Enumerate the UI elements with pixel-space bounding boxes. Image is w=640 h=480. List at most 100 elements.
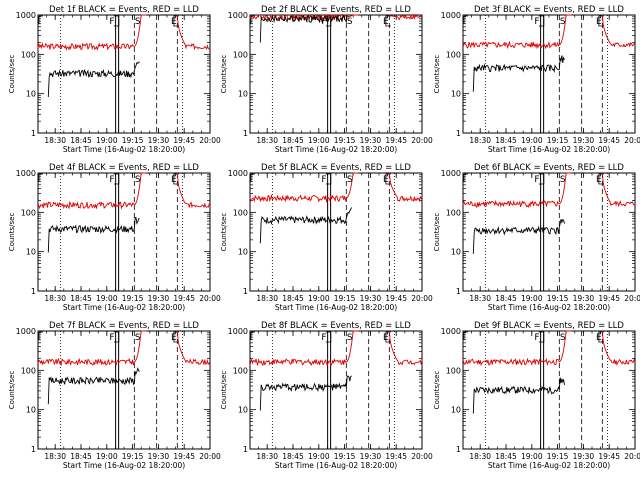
marker-letter: E — [596, 333, 602, 343]
x-tick-label: 20:00 — [411, 452, 433, 461]
marker-letter: F — [109, 17, 114, 27]
marker-letter: E — [596, 17, 602, 27]
black-events-series — [472, 55, 565, 92]
chart-title: Det 1f BLACK = Events, RED = LLD — [49, 5, 199, 15]
y-tick-label: 1000 — [441, 327, 461, 336]
red-lld-series — [388, 330, 423, 366]
bracket-marker — [250, 331, 255, 340]
x-tick-label: 18:45 — [495, 136, 517, 145]
y-axis-label: Counts/sec — [220, 55, 228, 94]
y-tick-label: 1 — [456, 287, 461, 296]
bracket-marker — [173, 331, 179, 343]
y-tick-label: 10 — [238, 406, 248, 415]
red-lld-series — [37, 172, 147, 210]
y-tick-label: 1 — [456, 129, 461, 138]
bracket-marker — [598, 15, 604, 27]
y-tick-label: 10 — [238, 248, 248, 257]
bracket-marker — [113, 173, 120, 185]
x-tick-label: 19:15 — [122, 452, 144, 461]
y-tick-label: 10 — [26, 90, 36, 99]
marker-letter: S — [135, 333, 141, 343]
y-tick-label: 1 — [31, 287, 36, 296]
x-tick-label: 18:30 — [469, 452, 491, 461]
y-tick-label: 100 — [21, 208, 36, 217]
bracket-marker — [38, 173, 43, 182]
x-tick-label: 18:45 — [282, 294, 304, 303]
red-lld-series — [37, 330, 147, 367]
y-tick-label: 100 — [446, 208, 461, 217]
chart-panel: Det 4f BLACK = Events, RED = LLD 1 10 100 10… — [8, 163, 221, 312]
red-lld-series — [462, 330, 572, 367]
black-events-series — [47, 216, 140, 253]
plot-frame — [37, 172, 211, 292]
x-tick-label: 20:00 — [624, 294, 640, 303]
bracket-marker — [173, 173, 179, 185]
marker-letter: E — [171, 175, 177, 185]
x-tick-label: 19:45 — [385, 294, 407, 303]
plot-frame — [462, 14, 636, 134]
x-tick-label: 19:00 — [308, 294, 330, 303]
x-tick-label: 19:00 — [521, 452, 543, 461]
red-lld-series — [249, 13, 359, 22]
y-tick-label: 1000 — [16, 169, 36, 178]
x-tick-label: 19:00 — [308, 452, 330, 461]
y-axis-label: Counts/sec — [433, 213, 441, 252]
x-tick-label: 19:15 — [122, 294, 144, 303]
bracket-marker — [538, 173, 545, 185]
marker-letter: F — [534, 175, 539, 185]
x-tick-label: 18:30 — [44, 452, 66, 461]
x-tick-label: 19:30 — [573, 452, 595, 461]
x-tick-label: 19:15 — [547, 452, 569, 461]
x-tick-label: 18:45 — [70, 294, 92, 303]
x-tick-label: 19:30 — [148, 452, 170, 461]
y-tick-label: 100 — [21, 50, 36, 59]
y-axis-label: Counts/sec — [220, 371, 228, 410]
black-events-series — [472, 377, 565, 414]
bracket-marker — [38, 331, 43, 340]
y-tick-label: 10 — [451, 248, 461, 257]
bracket-marker — [113, 331, 120, 343]
plot-frame — [249, 14, 423, 134]
chart-panel: Det 7f BLACK = Events, RED = LLD 1 10 100 10… — [8, 321, 221, 470]
y-axis-label: Counts/sec — [220, 213, 228, 252]
x-tick-label: 19:45 — [598, 452, 620, 461]
red-lld-series — [37, 14, 147, 51]
marker-letter: F — [109, 175, 114, 185]
chart-title: Det 5f BLACK = Events, RED = LLD — [261, 163, 411, 173]
red-lld-series — [388, 172, 423, 203]
x-tick-label: 19:45 — [385, 452, 407, 461]
red-lld-series — [176, 330, 211, 365]
x-tick-label: 20:00 — [199, 452, 221, 461]
y-tick-label: 10 — [238, 90, 248, 99]
red-lld-series — [249, 330, 359, 367]
y-tick-label: 1 — [243, 287, 248, 296]
marker-letter: F — [321, 333, 326, 343]
x-tick-label: 18:30 — [256, 452, 278, 461]
marker-letter: S — [560, 17, 566, 27]
x-tick-label: 19:00 — [96, 294, 118, 303]
y-tick-label: 100 — [446, 366, 461, 375]
marker-letter: E — [383, 175, 389, 185]
chart-title: Det 8f BLACK = Events, RED = LLD — [261, 321, 411, 331]
red-lld-series — [249, 172, 359, 204]
y-tick-label: 1000 — [441, 11, 461, 20]
y-tick-label: 100 — [21, 366, 36, 375]
x-tick-label: 20:00 — [411, 294, 433, 303]
chart-title: Det 4f BLACK = Events, RED = LLD — [49, 163, 199, 173]
x-tick-label: 19:15 — [334, 452, 356, 461]
marker-letter: E — [171, 17, 177, 27]
marker-letter: S — [347, 333, 353, 343]
x-tick-label: 19:30 — [360, 136, 382, 145]
chart-panel: Det 6f BLACK = Events, RED = LLD 1 10 100 10… — [433, 163, 640, 312]
x-tick-label: 19:00 — [96, 136, 118, 145]
x-axis-label: Start Time (16-Aug-02 18:20:00) — [63, 303, 185, 312]
marker-letter: F — [321, 175, 326, 185]
y-tick-label: 1 — [456, 445, 461, 454]
y-axis-label: Counts/sec — [8, 371, 16, 410]
x-tick-label: 18:30 — [256, 294, 278, 303]
red-lld-series — [601, 172, 636, 208]
marker-letter: E — [171, 333, 177, 343]
chart-panel: Det 1f BLACK = Events, RED = LLD 1 10 100 10… — [8, 5, 221, 154]
x-tick-label: 19:00 — [96, 452, 118, 461]
